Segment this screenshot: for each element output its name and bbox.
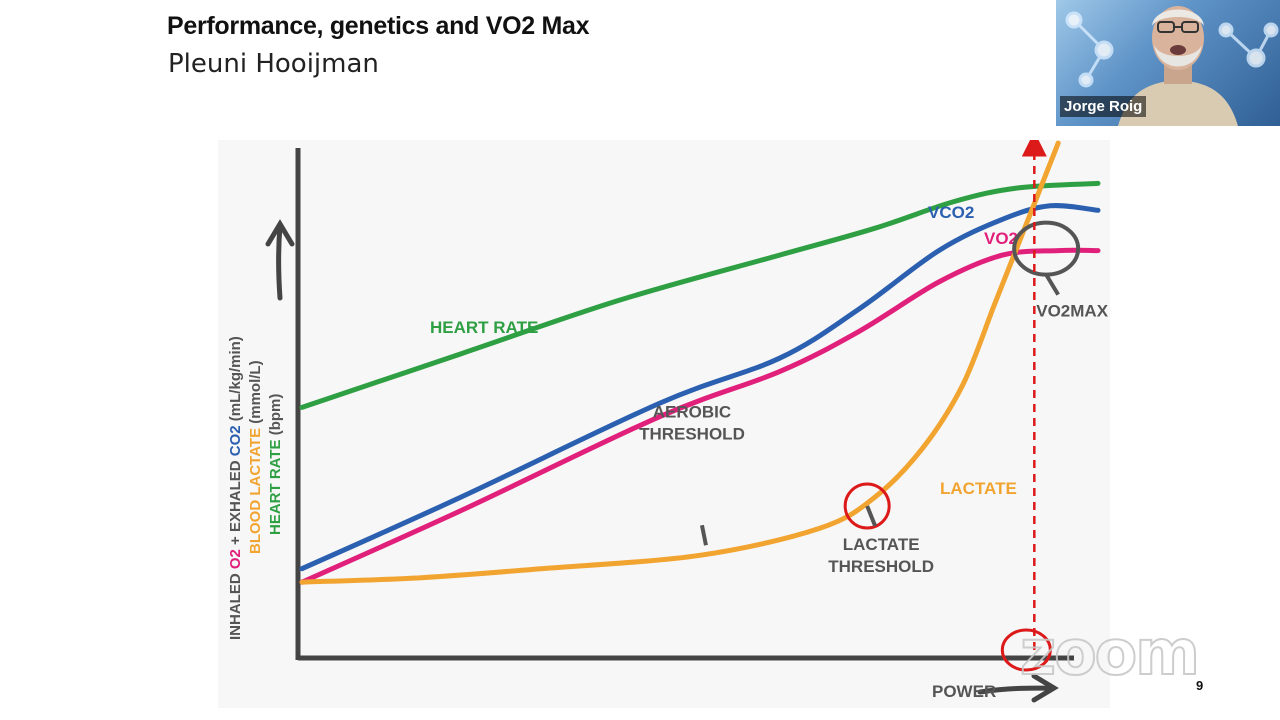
chart-panel: POWER INHALED O2 + EXHALED CO2 (mL/kg/mi… [218, 140, 1110, 708]
x-axis-arrow-icon [977, 673, 1059, 703]
lactate-threshold-label-line-1: LACTATE [843, 535, 920, 554]
slide-title: Performance, genetics and VO2 Max [167, 12, 590, 40]
participant-name: Jorge Roig [1060, 96, 1147, 117]
physiology-chart: POWER INHALED O2 + EXHALED CO2 (mL/kg/mi… [227, 140, 1109, 703]
series-label-vco2: VCO2 [928, 203, 974, 222]
aerobic-threshold-label-line-2: THRESHOLD [639, 424, 745, 443]
series-label-lactate: LACTATE [940, 479, 1017, 498]
y-axis-arrow-icon [265, 219, 295, 301]
y-axis-label-line-2: BLOOD LACTATE (mmol/L) [247, 360, 264, 554]
lactate-threshold-marker [843, 482, 891, 530]
series-label-heart-rate: HEART RATE [430, 318, 538, 337]
series-line-lactate [299, 140, 1061, 585]
x-axis-label: POWER [932, 682, 996, 701]
aerobic-threshold-label-line-1: AEROBIC [653, 402, 731, 421]
vo2max-marker [1012, 220, 1081, 277]
slide-author: Pleuni Hooijman [168, 49, 379, 79]
lactate-threshold-label-line-2: THRESHOLD [828, 557, 934, 576]
y-axis-label-line-3: HEART RATE (bpm) [267, 394, 284, 535]
vo2max-tick [1044, 273, 1060, 296]
molecule-background [1065, 11, 1279, 88]
series-label-vo2: VO2 [984, 229, 1018, 248]
y-axis-label-line-1: INHALED O2 + EXHALED CO2 (mL/kg/min) [227, 336, 244, 640]
zoom-watermark-logo: zoom [1019, 615, 1201, 690]
series-line-vco2 [299, 203, 1101, 572]
page-number: 9 [1196, 678, 1204, 693]
y-axis-label: INHALED O2 + EXHALED CO2 (mL/kg/min) BLO… [227, 336, 284, 640]
vo2max-power-marker [1000, 628, 1052, 672]
participant-avatar [1118, 6, 1238, 126]
lactate-threshold-tick [865, 505, 878, 527]
series-line-heart-rate [299, 180, 1101, 410]
participant-video-tile[interactable]: Jorge Roig [1056, 0, 1280, 126]
vo2max-label-line-1: VO2MAX [1036, 302, 1108, 321]
aerobic-threshold-tick [699, 524, 708, 546]
